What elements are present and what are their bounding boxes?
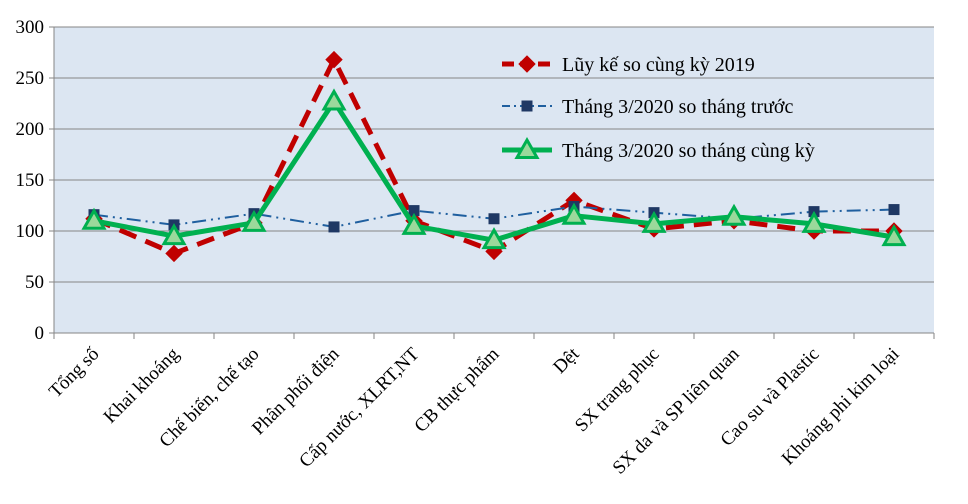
x-tick-label: Tổng số [45,343,104,402]
data-point-triangle [721,203,747,226]
data-point-square [488,213,500,225]
data-point-triangle [641,210,667,233]
legend-label: Tháng 3/2020 so tháng trước [562,96,794,118]
legend-item: Tháng 3/2020 so tháng cùng kỳ [502,136,815,162]
y-tick-label: 150 [16,170,45,191]
legend-label: Tháng 3/2020 so tháng cùng kỳ [562,140,815,162]
data-point-triangle [81,207,107,230]
series-3 [81,88,907,250]
data-point-diamond [325,50,343,69]
x-tick-label: Khai khoáng [100,343,184,427]
legend: Lũy kế so cùng kỳ 2019 Tháng 3/2020 so th… [502,54,815,162]
data-point-triangle [881,224,907,247]
series-group [81,50,907,263]
y-tick-label: 0 [35,323,45,344]
data-point-diamond [165,244,183,263]
data-point-triangle [561,202,587,225]
data-point-diamond [518,55,536,73]
data-point-square [888,204,900,216]
y-tick-label: 50 [25,272,44,293]
y-tick-label: 250 [16,68,45,89]
data-point-square [521,100,533,112]
x-tick-label: CB thực phẩm [410,344,503,437]
y-tick-label: 100 [16,221,45,242]
data-point-triangle [241,209,267,232]
data-point-triangle [321,88,347,111]
legend-item: Lũy kế so cùng kỳ 2019 [502,54,755,76]
data-point-triangle [401,212,427,235]
data-point-triangle [514,136,540,159]
data-point-triangle [481,227,507,250]
x-tick-label: Dệt [549,343,584,378]
y-tick-label: 200 [16,119,45,140]
legend-item: Tháng 3/2020 so tháng trước [502,96,794,118]
data-point-triangle [801,210,827,233]
y-tick-label: 300 [16,17,45,38]
legend-label: Lũy kế so cùng kỳ 2019 [562,54,755,76]
data-point-triangle [161,223,187,246]
data-point-square [328,221,340,233]
